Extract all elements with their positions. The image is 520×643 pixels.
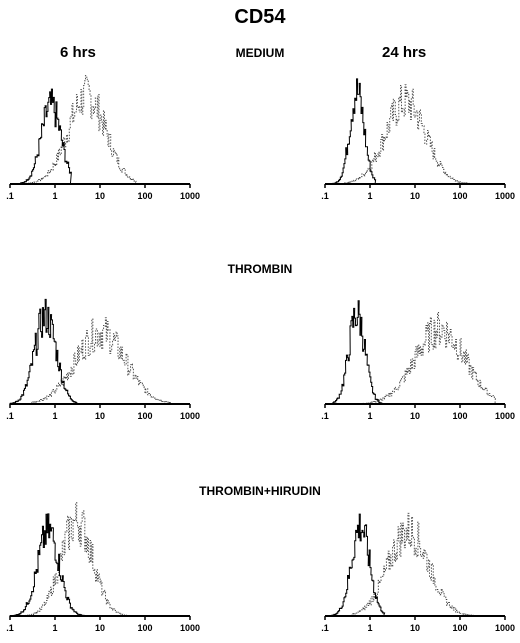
histogram-panel-medium-24hrs: .1 1 10 100 1000 [321,78,515,201]
x-tick-label: 1000 [495,623,515,633]
x-tick-label: 1 [367,623,372,633]
x-tick-label: 10 [410,411,420,421]
column-label-24hrs: 24 hrs [382,44,427,61]
x-tick-label: 100 [452,411,467,421]
x-tick-label: 100 [452,191,467,201]
x-tick-label: 1 [52,623,57,633]
x-tick-label: 100 [452,623,467,633]
row-label-thrombin: THROMBIN [227,262,293,276]
histogram-panel-medium-6hrs: .1 1 10 100 1000 [6,75,200,201]
histogram-panel-thrombin-hirudin-24hrs: .1 1 10 100 1000 [321,512,515,633]
figure-title: CD54 [234,6,286,28]
x-tick-label: 1 [367,411,372,421]
x-tick-label: 1000 [495,411,515,421]
histogram-panel-thrombin-hirudin-6hrs: .1 1 10 100 1000 [6,502,200,633]
x-tick-label: 1 [367,191,372,201]
x-tick-label: 10 [410,623,420,633]
histogram-dotted-thrombin-24hrs [356,311,496,405]
row-label-thrombin-hirudin: THROMBIN+HIRUDIN [199,484,321,498]
x-tick-label: 10 [95,411,105,421]
x-tick-label: .1 [321,623,329,633]
histogram-dotted-thrombin-hirudin-24hrs [351,512,496,617]
column-label-6hrs: 6 hrs [60,44,96,61]
x-tick-label: .1 [6,191,14,201]
x-tick-label: .1 [6,411,14,421]
row-label-medium: MEDIUM [235,46,285,60]
histogram-solid-thrombin-24hrs [332,300,383,405]
x-tick-label: 10 [410,191,420,201]
histogram-dotted-medium-24hrs [342,84,473,185]
histogram-solid-thrombin-hirudin-24hrs [325,513,386,617]
histogram-dotted-thrombin-6hrs [31,317,172,405]
x-tick-label: 100 [137,191,152,201]
x-tick-label: 100 [137,411,152,421]
x-tick-label: 1 [52,191,57,201]
histogram-solid-thrombin-hirudin-6hrs [9,513,85,617]
x-tick-label: .1 [321,191,329,201]
x-tick-label: 1000 [180,623,200,633]
x-tick-label: 10 [95,191,105,201]
histogram-dotted-medium-6hrs [17,75,137,185]
histogram-panel-thrombin-24hrs: .1 1 10 100 1000 [321,300,515,421]
x-tick-label: 100 [137,623,152,633]
histogram-solid-medium-6hrs [10,88,72,185]
histogram-dotted-thrombin-hirudin-6hrs [23,502,136,617]
histogram-panel-thrombin-6hrs: .1 1 10 100 1000 [6,298,200,421]
x-tick-label: 10 [95,623,105,633]
histogram-solid-thrombin-6hrs [9,298,78,405]
x-tick-label: 1000 [180,411,200,421]
x-tick-label: 1000 [180,191,200,201]
x-tick-label: .1 [321,411,329,421]
x-tick-label: .1 [6,623,14,633]
x-tick-label: 1000 [495,191,515,201]
x-tick-label: 1 [52,411,57,421]
